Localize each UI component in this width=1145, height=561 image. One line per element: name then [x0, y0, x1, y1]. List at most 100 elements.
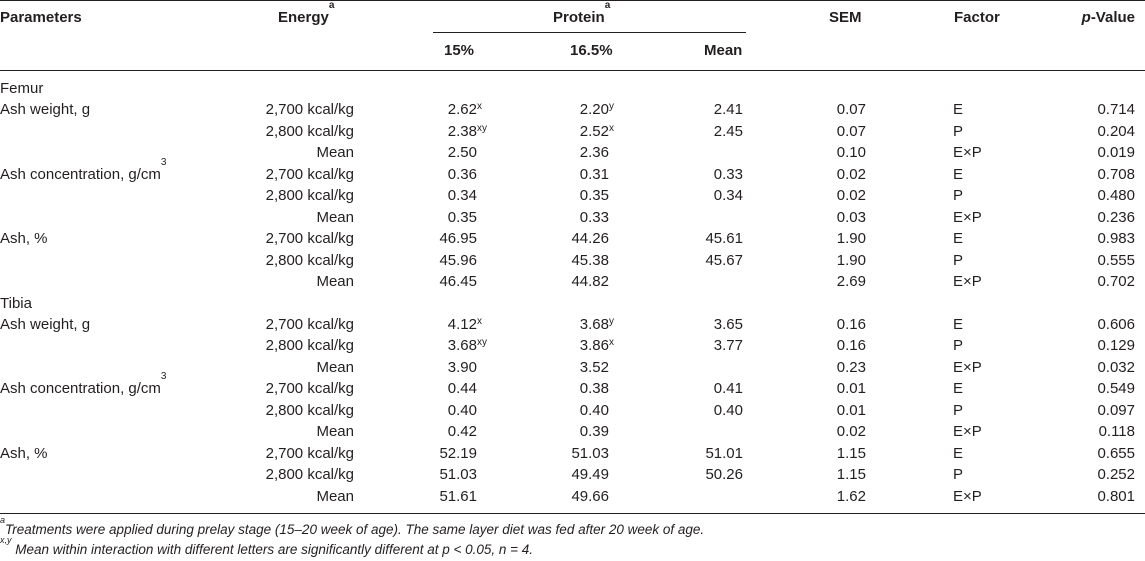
protein-subrule [433, 32, 746, 33]
cell-p165: 45.38 [571, 251, 609, 269]
cell-factor: E [953, 101, 964, 119]
cell-factor: P [953, 466, 964, 484]
cell-pvalue: 0.097 [1097, 401, 1135, 419]
cell-p165: 0.31 [579, 165, 609, 183]
cell-mean: 3.65 [713, 315, 743, 333]
cell-p165: 2.52 x [579, 122, 614, 140]
cell-energy: 2,700 kcal/kg [265, 315, 354, 333]
cell-energy: 2,700 kcal/kg [265, 101, 354, 119]
cell-sem: 0.02 [836, 187, 866, 205]
cell-mean: 0.34 [713, 187, 743, 205]
cell-pvalue: 0.606 [1097, 315, 1135, 333]
cell-energy: Mean [316, 423, 354, 441]
cell-energy: Mean [316, 273, 354, 291]
header-protein-mean: Mean [704, 42, 743, 59]
row-parameter: Ash concentration, g/cm3 [0, 371, 167, 398]
cell-pvalue: 0.549 [1097, 380, 1135, 398]
cell-sem: 0.16 [836, 337, 866, 355]
cell-energy: 2,800 kcal/kg [265, 401, 354, 419]
cell-p165: 2.36 [579, 144, 609, 162]
cell-pvalue: 0.236 [1097, 208, 1135, 226]
cell-sem: 0.10 [836, 144, 866, 162]
section-title: Tibia [0, 294, 32, 312]
cell-p15: 3.68 xy [447, 337, 487, 355]
cell-energy: Mean [316, 208, 354, 226]
cell-sem: 0.02 [836, 423, 866, 441]
cell-factor: E×P [953, 487, 982, 505]
cell-sem: 2.69 [836, 273, 866, 291]
cell-energy: 2,800 kcal/kg [265, 466, 354, 484]
row-parameter: Ash weight, g [0, 315, 91, 333]
cell-p15: 46.95 [439, 230, 477, 248]
cell-pvalue: 0.655 [1097, 444, 1135, 462]
header-protein: Proteina [553, 0, 611, 27]
cell-factor: P [953, 187, 964, 205]
cell-sem: 0.01 [836, 401, 866, 419]
cell-p15: 0.42 [447, 423, 477, 441]
cell-pvalue: 0.555 [1097, 251, 1135, 269]
cell-pvalue: 0.801 [1097, 487, 1135, 505]
cell-energy: 2,700 kcal/kg [265, 165, 354, 183]
cell-p165: 3.68 y [579, 315, 614, 333]
cell-sem: 1.62 [836, 487, 866, 505]
cell-factor: E×P [953, 273, 982, 291]
cell-factor: E [953, 380, 964, 398]
cell-factor: E×P [953, 208, 982, 226]
cell-p15: 0.44 [447, 380, 477, 398]
cell-p15: 51.03 [439, 466, 477, 484]
cell-p15: 0.34 [447, 187, 477, 205]
cell-p165: 3.52 [579, 358, 609, 376]
header-protein-15: 15% [444, 42, 475, 59]
cell-pvalue: 0.118 [1098, 423, 1135, 441]
cell-sem: 0.16 [836, 315, 866, 333]
cell-factor: P [953, 122, 964, 140]
section-title: Femur [0, 80, 44, 97]
cell-sem: 0.23 [836, 358, 866, 376]
cell-sem: 0.01 [836, 380, 866, 398]
cell-p165: 0.35 [579, 187, 609, 205]
cell-energy: 2,800 kcal/kg [265, 122, 354, 140]
cell-p15: 2.38 xy [447, 122, 487, 140]
cell-p165: 0.39 [579, 423, 609, 441]
cell-sem: 1.15 [836, 466, 866, 484]
row-parameter: Ash concentration, g/cm3 [0, 156, 167, 183]
row-parameter: Ash weight, g [0, 101, 91, 119]
cell-p165: 51.03 [571, 444, 609, 462]
row-parameter: Ash, % [0, 444, 48, 462]
cell-p165: 49.49 [571, 466, 609, 484]
cell-pvalue: 0.204 [1097, 122, 1135, 140]
cell-mean: 51.01 [705, 444, 743, 462]
cell-factor: E [953, 315, 964, 333]
cell-p15: 2.50 [447, 144, 477, 162]
cell-pvalue: 0.480 [1097, 187, 1135, 205]
cell-pvalue: 0.702 [1097, 273, 1135, 291]
header-pvalue: p-Value [1081, 9, 1135, 26]
cell-factor: P [953, 251, 964, 269]
header-protein-16-5: 16.5% [570, 42, 613, 59]
cell-pvalue: 0.983 [1097, 230, 1135, 248]
cell-factor: P [953, 337, 964, 355]
footnote-a: aTreatments were applied during prelay s… [0, 515, 705, 538]
cell-p15: 4.12 x [447, 315, 482, 333]
cell-mean: 0.40 [713, 401, 743, 419]
footnote-xy: x,y Mean within interaction with differe… [0, 535, 534, 558]
cell-p165: 44.26 [571, 230, 609, 248]
header-factor: Factor [954, 9, 1000, 26]
cell-factor: E×P [953, 144, 982, 162]
cell-p15: 3.90 [447, 358, 477, 376]
cell-pvalue: 0.129 [1097, 337, 1135, 355]
cell-energy: 2,800 kcal/kg [265, 187, 354, 205]
cell-p165: 0.40 [579, 401, 609, 419]
cell-energy: 2,700 kcal/kg [265, 444, 354, 462]
cell-mean: 2.45 [713, 122, 743, 140]
cell-p165: 0.33 [579, 208, 609, 226]
cell-p165: 49.66 [571, 487, 609, 505]
cell-p165: 0.38 [579, 380, 609, 398]
cell-energy: 2,700 kcal/kg [265, 230, 354, 248]
header-parameters: Parameters [0, 9, 82, 26]
cell-p15: 52.19 [439, 444, 477, 462]
header-sem: SEM [829, 9, 862, 26]
cell-factor: E×P [953, 358, 982, 376]
cell-energy: 2,800 kcal/kg [265, 337, 354, 355]
cell-mean: 0.41 [713, 380, 743, 398]
